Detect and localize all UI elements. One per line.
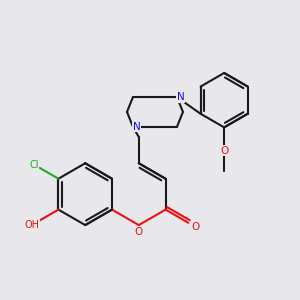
Text: N: N: [133, 122, 140, 132]
Text: O: O: [192, 222, 200, 232]
Text: OH: OH: [25, 220, 40, 230]
Text: Cl: Cl: [29, 160, 39, 170]
Text: O: O: [135, 226, 143, 237]
Text: N: N: [177, 92, 184, 102]
Text: O: O: [220, 146, 228, 156]
